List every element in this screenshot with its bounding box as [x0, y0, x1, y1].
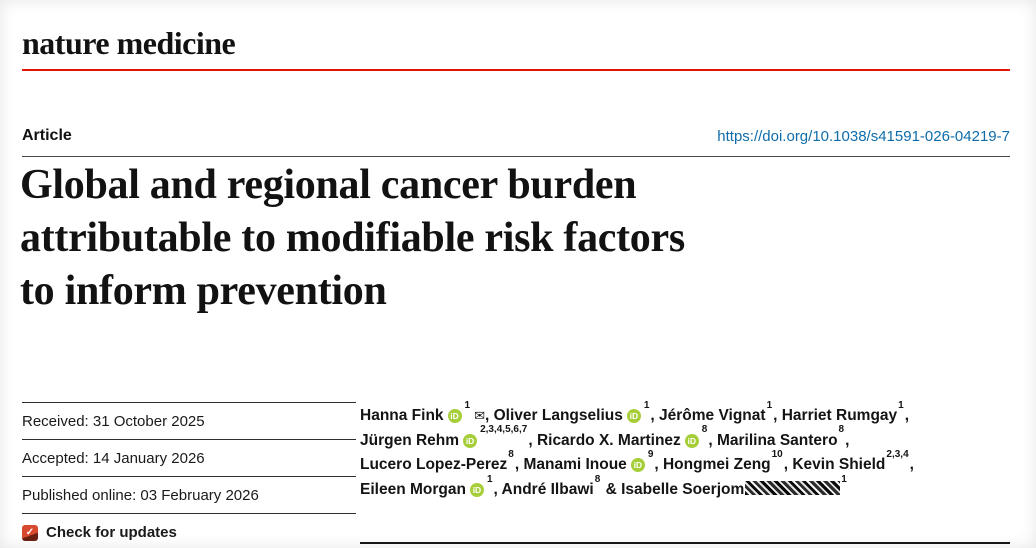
published-date: Published online: 03 February 2026	[22, 477, 356, 514]
orcid-icon[interactable]: iD	[469, 482, 484, 497]
accepted-date: Accepted: 14 January 2026	[22, 440, 356, 477]
affiliation-superscript: 1	[464, 399, 471, 411]
article-header-row: Article https://doi.org/10.1038/s41591-0…	[22, 127, 1010, 157]
crossmark-glyph: ✓	[25, 526, 35, 538]
affiliation-superscript: 9	[647, 449, 654, 461]
affiliation-superscript: 1	[841, 473, 847, 485]
affiliation-superscript: 2,3,4	[886, 449, 909, 461]
journal-logo: nature medicine	[22, 25, 236, 61]
affiliation-superscript: 8	[508, 449, 514, 461]
orcid-icon[interactable]: iD	[463, 433, 478, 448]
crossmark-icon: ✓	[22, 524, 38, 541]
orcid-icon[interactable]: iD	[447, 409, 462, 423]
check-for-updates-button[interactable]: ✓ Check for updates	[22, 514, 356, 548]
affiliation-superscript: 8	[594, 473, 601, 485]
brand-rule	[22, 69, 1010, 71]
author-line: Hanna Fink iD1✉, Oliver Langselius iD1, Jé…	[360, 399, 910, 424]
orcid-icon[interactable]: iD	[630, 458, 645, 473]
article-title: Global and regional cancer burden attrib…	[20, 159, 1015, 318]
received-date: Received: 31 October 2025	[22, 403, 356, 440]
check-for-updates-label: Check for updates	[46, 524, 177, 541]
affiliation-superscript: 10	[771, 449, 783, 461]
author-line: Lucero Lopez-Perez8, Manami Inoue iD9, Ho…	[360, 449, 914, 474]
author-line: Eileen Morgan iD1, André Ilbawi8 & Isabel…	[360, 473, 847, 498]
orcid-icon[interactable]: iD	[626, 409, 641, 423]
abstract-divider-rule	[360, 542, 1010, 544]
title-line-3: to inform prevention	[20, 268, 387, 314]
affiliation-superscript: 1	[643, 399, 650, 411]
affiliation-superscript: 1	[486, 473, 493, 485]
email-icon[interactable]: ✉	[474, 408, 486, 423]
affiliation-superscript: 1	[898, 399, 904, 411]
affiliation-superscript: 2,3,4,5,6,7	[480, 424, 528, 436]
orcid-icon[interactable]: iD	[684, 433, 699, 448]
author-block: Hanna Fink iD1✉, Oliver Langselius iD1, Jé…	[360, 399, 1016, 502]
author-line: Jürgen Rehm iD2,3,4,5,6,7, Ricardo X. Mar…	[360, 424, 850, 449]
doi-link[interactable]: https://doi.org/10.1038/s41591-026-04219…	[717, 128, 1010, 145]
affiliation-superscript: 8	[701, 424, 708, 436]
affiliation-superscript: 8	[838, 424, 845, 436]
pixelated-redaction	[745, 480, 841, 495]
article-meta: Received: 31 October 2025 Accepted: 14 J…	[22, 402, 356, 548]
title-line-2: attributable to modifiable risk factors	[20, 215, 685, 261]
affiliation-superscript: 1	[766, 399, 773, 411]
article-type-label: Article	[22, 127, 72, 144]
title-line-1: Global and regional cancer burden	[20, 162, 637, 208]
